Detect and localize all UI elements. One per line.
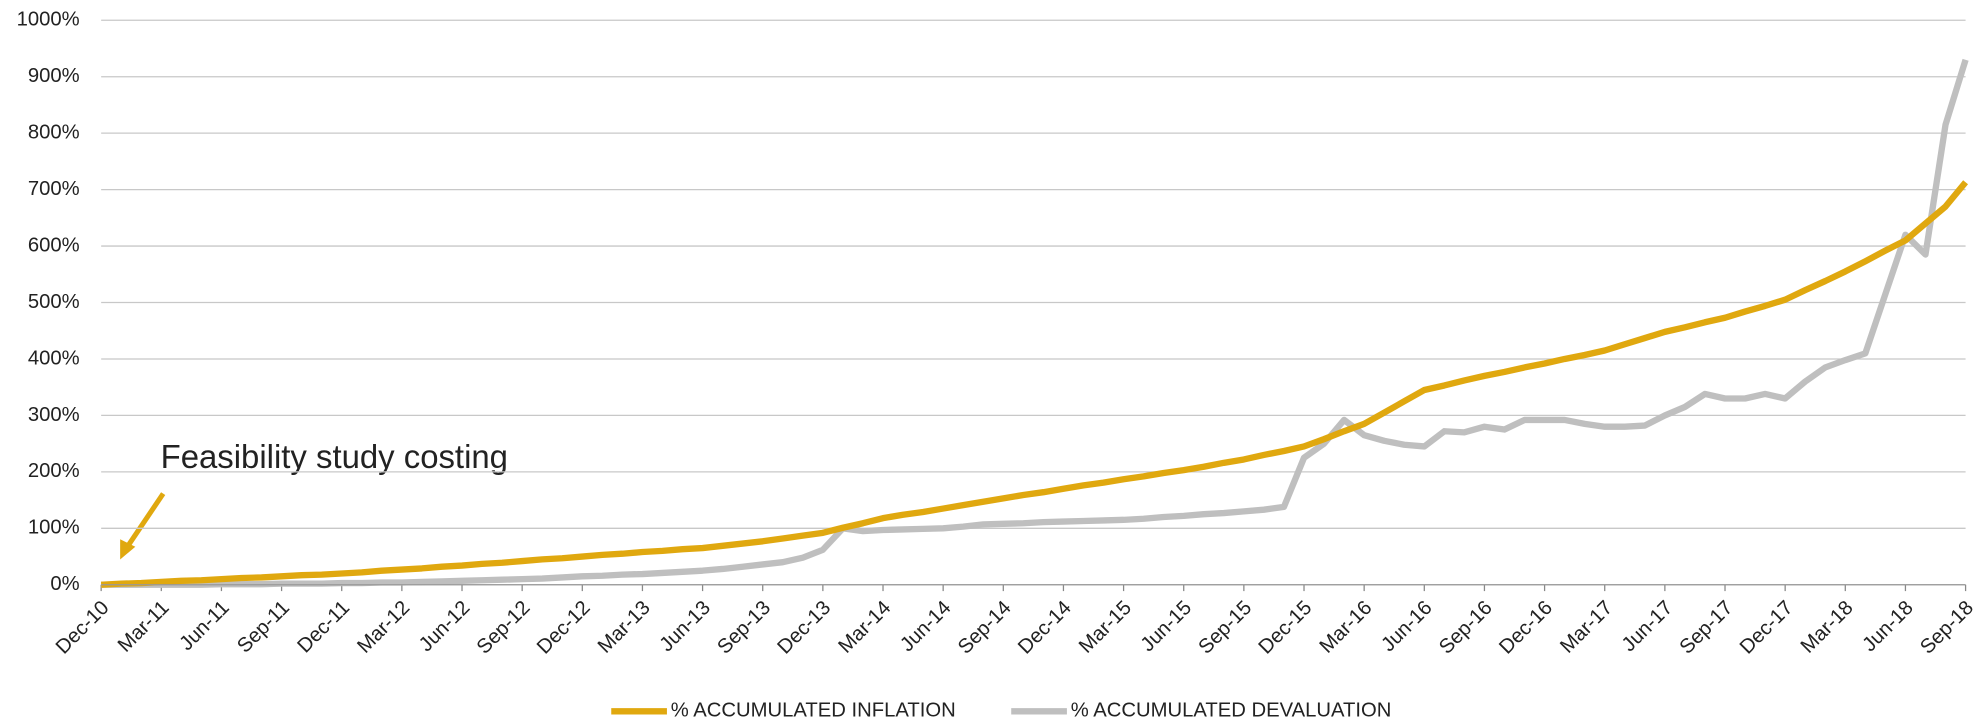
x-tick-label: Dec-17: [1736, 597, 1798, 659]
series-line: [100, 180, 1969, 588]
y-tick-label: 800%: [28, 121, 80, 143]
series-line: [101, 58, 1969, 588]
x-tick-label: Sep-15: [1195, 597, 1257, 659]
x-tick-label: Mar-15: [1075, 597, 1136, 658]
x-tick-label: Sep-14: [954, 597, 1016, 659]
y-tick-label: 100%: [28, 517, 80, 539]
y-tick-label: 600%: [28, 234, 80, 256]
x-tick-label: Jun-12: [415, 597, 474, 656]
x-tick-label: Mar-12: [353, 597, 414, 658]
x-tick-label: Jun-11: [176, 597, 234, 655]
x-tick-label: Mar-13: [594, 597, 655, 658]
legend-label: % ACCUMULATED DEVALUATION: [1071, 700, 1392, 722]
y-tick-label: 500%: [28, 291, 80, 313]
x-tick-label: Mar-14: [834, 597, 895, 658]
x-tick-label: Mar-11: [114, 597, 174, 657]
legend-label: % ACCUMULATED INFLATION: [671, 700, 956, 722]
x-tick-label: Dec-12: [533, 597, 595, 659]
x-tick-label: Dec-15: [1255, 597, 1317, 659]
y-tick-label: 400%: [28, 347, 80, 369]
annotation-arrow: [124, 492, 166, 550]
x-tick-label: Dec-13: [774, 597, 836, 659]
x-tick-label: Sep-12: [473, 597, 535, 659]
x-tick-label: Sep-16: [1435, 597, 1497, 659]
x-tick-label: Dec-10: [52, 597, 114, 659]
annotation-arrowhead: [120, 539, 136, 560]
x-tick-label: Mar-18: [1797, 597, 1858, 658]
y-tick-label: 1000%: [17, 9, 80, 31]
x-tick-label: Sep-17: [1676, 597, 1738, 659]
y-tick-label: 200%: [28, 460, 80, 482]
y-tick-label: 900%: [28, 65, 80, 87]
x-tick-label: Dec-14: [1014, 597, 1076, 659]
y-tick-label: 700%: [28, 178, 80, 200]
x-tick-label: Dec-16: [1495, 597, 1557, 659]
x-tick-label: Jun-14: [896, 597, 955, 656]
x-tick-label: Mar-17: [1556, 597, 1617, 658]
x-tick-label: Sep-13: [713, 597, 775, 659]
x-tick-label: Dec-11: [293, 597, 354, 658]
x-tick-label: Jun-16: [1377, 597, 1436, 656]
x-tick-label: Mar-16: [1316, 597, 1377, 658]
annotation: Feasibility study costing: [161, 438, 508, 475]
y-tick-label: 300%: [28, 404, 80, 426]
x-tick-label: Jun-17: [1618, 597, 1677, 656]
x-tick-label: Jun-15: [1137, 597, 1196, 656]
x-tick-label: Sep-11: [233, 597, 294, 658]
y-tick-label: 0%: [50, 573, 79, 595]
x-tick-label: Jun-13: [656, 597, 715, 656]
x-tick-label: Jun-18: [1858, 597, 1917, 656]
x-tick-label: Sep-18: [1916, 597, 1978, 659]
